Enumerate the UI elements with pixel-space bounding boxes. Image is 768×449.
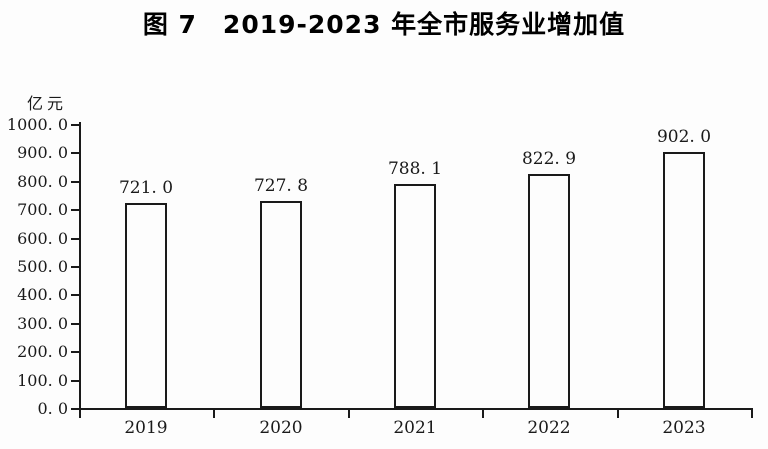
y-axis-unit-label: 亿元	[27, 94, 68, 113]
x-category-label-2023: 2023	[662, 418, 706, 438]
y-tick-label: 400. 0	[17, 285, 68, 305]
y-axis-line	[79, 122, 81, 410]
bar-2022	[528, 174, 570, 408]
y-axis-tick	[71, 124, 79, 126]
y-axis-tick	[71, 180, 79, 183]
y-tick-label: 500. 0	[17, 257, 68, 276]
x-category-label-2020: 2020	[259, 418, 303, 438]
y-tick-label: 0. 0	[37, 399, 68, 418]
y-tick-label: 1000. 0	[6, 115, 68, 134]
x-category-label-2022: 2022	[527, 418, 571, 438]
bar-value-label-2020: 727. 8	[253, 176, 309, 196]
y-tick-label: 200. 0	[17, 342, 68, 362]
x-category-label-2019: 2019	[124, 418, 168, 438]
y-axis-tick	[71, 322, 79, 325]
bar-value-label-2022: 822. 9	[521, 149, 577, 169]
bar-value-label-2019: 721. 0	[118, 178, 174, 198]
y-axis-tick	[71, 237, 79, 240]
y-axis-tick	[71, 152, 79, 155]
x-axis-tick	[347, 410, 350, 418]
x-axis-tick	[79, 410, 81, 418]
y-axis-tick	[71, 294, 79, 297]
bar-2019	[125, 203, 167, 408]
x-axis-line	[79, 408, 753, 410]
x-axis-tick	[213, 410, 216, 418]
chart-title: 图 7 2019-2023 年全市服务业增加值	[142, 10, 626, 39]
bar-2023	[663, 152, 705, 408]
y-tick-label: 800. 0	[17, 171, 68, 191]
y-tick-label: 700. 0	[17, 200, 68, 220]
x-axis-tick	[751, 410, 753, 418]
y-axis-tick	[71, 408, 79, 410]
y-axis-tick	[71, 209, 79, 212]
bar-2021	[394, 184, 436, 408]
y-axis-tick	[71, 379, 79, 382]
y-axis-tick	[71, 266, 79, 268]
bar-2020	[260, 201, 302, 408]
bar-value-label-2021: 788. 1	[387, 159, 443, 179]
y-tick-label: 900. 0	[17, 143, 68, 163]
bar-value-label-2023: 902. 0	[656, 127, 712, 147]
y-tick-label: 100. 0	[17, 370, 68, 390]
y-tick-label: 600. 0	[17, 228, 68, 248]
x-category-label-2021: 2021	[393, 418, 437, 438]
x-axis-tick	[482, 410, 485, 418]
y-axis-tick	[71, 351, 79, 354]
y-tick-label: 300. 0	[17, 313, 68, 333]
x-axis-tick	[616, 410, 619, 418]
